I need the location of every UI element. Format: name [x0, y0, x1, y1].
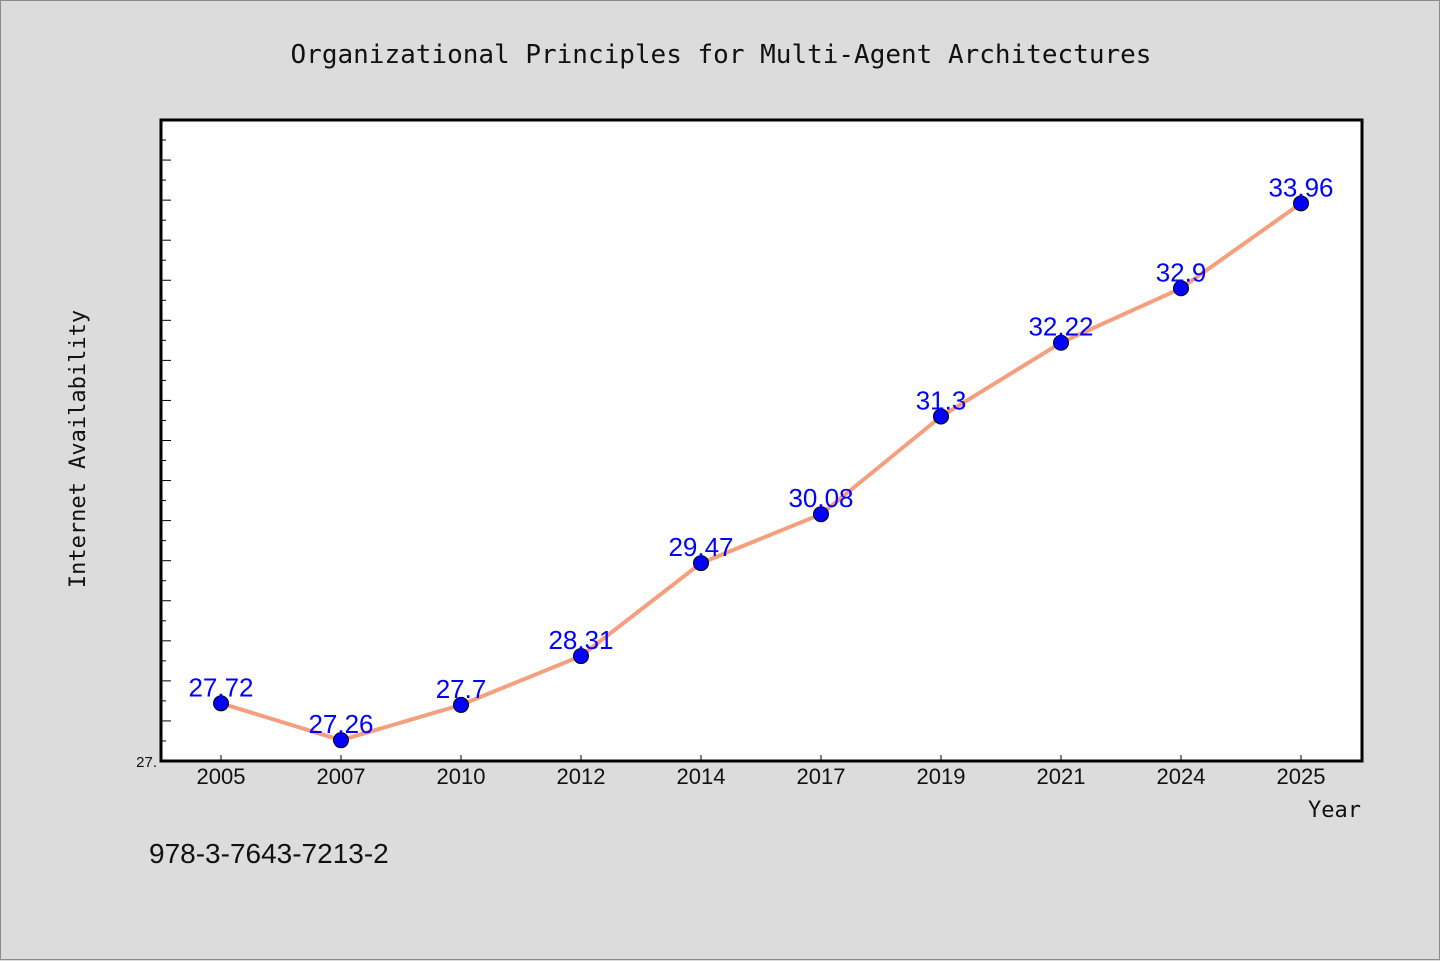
data-label: 27.7	[436, 674, 487, 704]
x-tick-label: 2010	[437, 764, 486, 789]
x-tick-label: 2005	[197, 764, 246, 789]
data-label: 30.08	[788, 483, 853, 513]
data-label: 27.26	[308, 709, 373, 739]
data-point	[1173, 280, 1189, 297]
data-label: 29.47	[668, 532, 733, 562]
data-point	[693, 555, 709, 572]
data-point	[333, 732, 349, 749]
series-line	[219, 201, 1303, 743]
data-label: 28.31	[548, 625, 613, 655]
data-point	[933, 408, 949, 425]
x-tick-label: 2007	[317, 764, 366, 789]
plot-area	[159, 118, 1364, 763]
data-label: 27.72	[188, 672, 253, 702]
data-point	[813, 506, 829, 523]
y-tick-label: 27.	[136, 754, 157, 771]
y-axis-label: Internet Availability	[66, 310, 91, 588]
x-tick-label: 2017	[797, 764, 846, 789]
series-layer: 27.72 27.26 27.7 28.31 29.47 30.08 31.3 32.22 32…	[188, 172, 1334, 749]
data-label: 31.3	[916, 385, 967, 415]
footer-isbn: 978-3-7643-7213-2	[149, 838, 389, 869]
data-label: 33.96	[1268, 172, 1333, 202]
data-point	[1053, 334, 1069, 351]
x-tick-label: 2025	[1277, 764, 1326, 789]
x-tick-label: 2014	[677, 764, 726, 789]
x-tick-label: 2021	[1037, 764, 1086, 789]
x-tick-label: 2012	[557, 764, 606, 789]
data-label: 32.9	[1156, 257, 1207, 287]
y-axis-ticks	[161, 119, 171, 762]
x-axis-ticks: 2005 2007 2010 2012 2014 2017 2019 2021 2024 2025	[197, 755, 1326, 789]
data-label: 32.22	[1028, 312, 1093, 342]
chart-title: Organizational Principles for Multi-Agen…	[291, 40, 1152, 70]
data-point	[213, 695, 229, 712]
data-point	[573, 648, 589, 665]
x-tick-label: 2024	[1157, 764, 1206, 789]
x-axis-label: Year	[1308, 798, 1361, 823]
x-tick-label: 2019	[917, 764, 966, 789]
data-point	[453, 696, 469, 713]
data-point	[1293, 195, 1309, 212]
